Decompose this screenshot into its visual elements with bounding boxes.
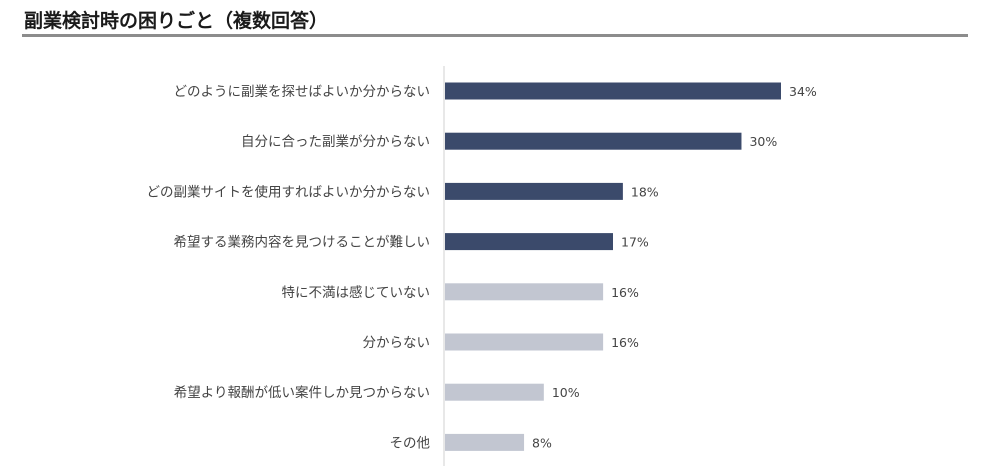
category-label: 特に不満は感じていない — [282, 284, 431, 301]
bar — [445, 82, 781, 100]
bar — [445, 132, 742, 150]
bar — [445, 283, 604, 301]
category-label: 分からない — [363, 335, 431, 351]
category-label: 自分に合った副業が分からない — [241, 134, 430, 150]
value-label: 8% — [532, 435, 552, 450]
category-label: その他 — [390, 435, 431, 451]
value-label: 34% — [789, 84, 817, 99]
category-label: 希望より報酬が低い案件しか見つからない — [174, 384, 430, 401]
value-label: 30% — [749, 134, 777, 149]
category-label: どのように副業を探せばよいか分からない — [174, 84, 431, 100]
page-title: 副業検討時の困りごと（複数回答） — [24, 10, 329, 32]
value-label: 16% — [611, 285, 639, 300]
bar — [445, 383, 544, 401]
category-label: どの副業サイトを使用すればよいか分からない — [147, 183, 431, 200]
value-label: 17% — [621, 235, 649, 250]
title-divider — [22, 34, 968, 37]
bar — [445, 333, 604, 351]
bar — [445, 233, 613, 251]
value-label: 18% — [631, 184, 659, 199]
value-label: 10% — [552, 385, 580, 400]
bar — [445, 182, 623, 200]
bar — [445, 433, 525, 451]
category-label: 希望する業務内容を見つけることが難しい — [174, 234, 431, 251]
value-label: 16% — [611, 335, 639, 350]
